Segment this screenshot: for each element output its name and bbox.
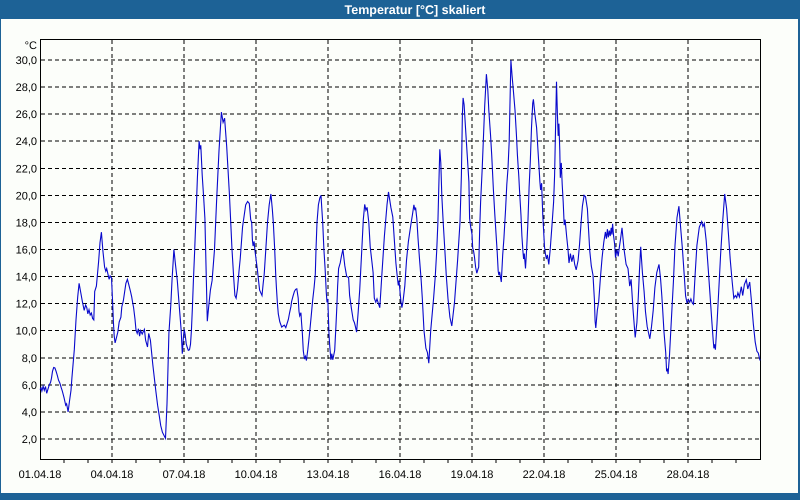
svg-text:12,0: 12,0 (16, 299, 37, 311)
svg-text:18,0: 18,0 (16, 217, 37, 229)
svg-text:24,0: 24,0 (16, 136, 37, 148)
svg-text:10.04.18: 10.04.18 (235, 469, 278, 481)
svg-text:19.04.18: 19.04.18 (451, 469, 494, 481)
svg-text:6,0: 6,0 (22, 380, 37, 392)
svg-text:Temperatur [°C] skaliert: Temperatur [°C] skaliert (345, 3, 487, 17)
svg-text:28.04.18: 28.04.18 (667, 469, 710, 481)
svg-text:28,0: 28,0 (16, 82, 37, 94)
svg-text:04.04.18: 04.04.18 (91, 469, 134, 481)
svg-text:°C: °C (25, 40, 37, 52)
svg-text:07.04.18: 07.04.18 (163, 469, 206, 481)
svg-text:25.04.18: 25.04.18 (595, 469, 638, 481)
svg-text:16.04.18: 16.04.18 (379, 469, 422, 481)
svg-text:20,0: 20,0 (16, 190, 37, 202)
svg-text:10,0: 10,0 (16, 326, 37, 338)
svg-text:4,0: 4,0 (22, 407, 37, 419)
svg-text:30,0: 30,0 (16, 55, 37, 67)
svg-text:22.04.18: 22.04.18 (523, 469, 566, 481)
svg-text:22,0: 22,0 (16, 163, 37, 175)
svg-text:16,0: 16,0 (16, 245, 37, 257)
svg-text:13.04.18: 13.04.18 (307, 469, 350, 481)
svg-text:26,0: 26,0 (16, 109, 37, 121)
svg-text:14,0: 14,0 (16, 272, 37, 284)
svg-text:8,0: 8,0 (22, 353, 37, 365)
svg-text:2,0: 2,0 (22, 434, 37, 446)
svg-text:01.04.18: 01.04.18 (19, 469, 62, 481)
